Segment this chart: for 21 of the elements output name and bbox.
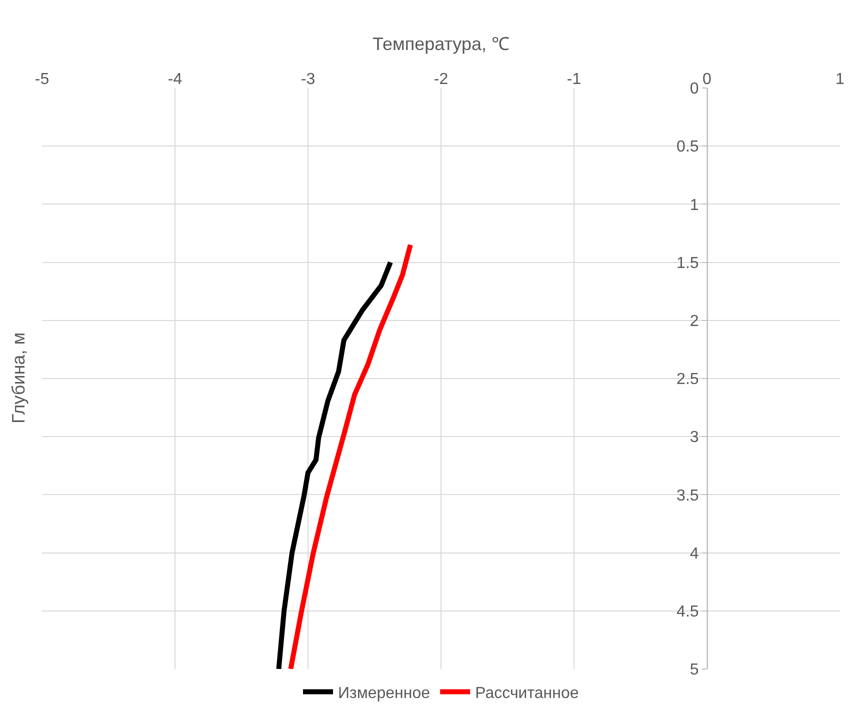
y-tick-label: 4.5 bbox=[676, 604, 699, 620]
x-axis-title: Температура, ℃ bbox=[372, 34, 510, 54]
y-tick-label: 0.5 bbox=[676, 138, 699, 156]
y-tick-label: 5 bbox=[690, 662, 699, 679]
x-tick-label: 0 bbox=[702, 70, 712, 88]
legend-label: Рассчитанное bbox=[475, 684, 579, 702]
x-tick-label: -3 bbox=[300, 70, 316, 88]
y-tick-label: 2 bbox=[690, 313, 699, 330]
x-tick-label: -1 bbox=[566, 70, 582, 88]
x-tick-label: -2 bbox=[434, 70, 448, 88]
y-tick-label: 1.5 bbox=[676, 254, 699, 272]
y-tick-label: 3 bbox=[690, 429, 699, 446]
x-tick-label: 1 bbox=[836, 70, 845, 88]
y-tick-label: 2.5 bbox=[676, 371, 699, 388]
y-tick-label: 1 bbox=[690, 196, 699, 214]
y-axis-title: Глубина, м bbox=[8, 332, 29, 424]
y-tick-label: 4 bbox=[690, 545, 699, 562]
y-tick-label: 3.5 bbox=[676, 487, 699, 504]
x-tick-label: -5 bbox=[34, 70, 50, 88]
legend-label: Измеренное bbox=[338, 684, 430, 702]
x-tick-label: -4 bbox=[168, 70, 182, 88]
